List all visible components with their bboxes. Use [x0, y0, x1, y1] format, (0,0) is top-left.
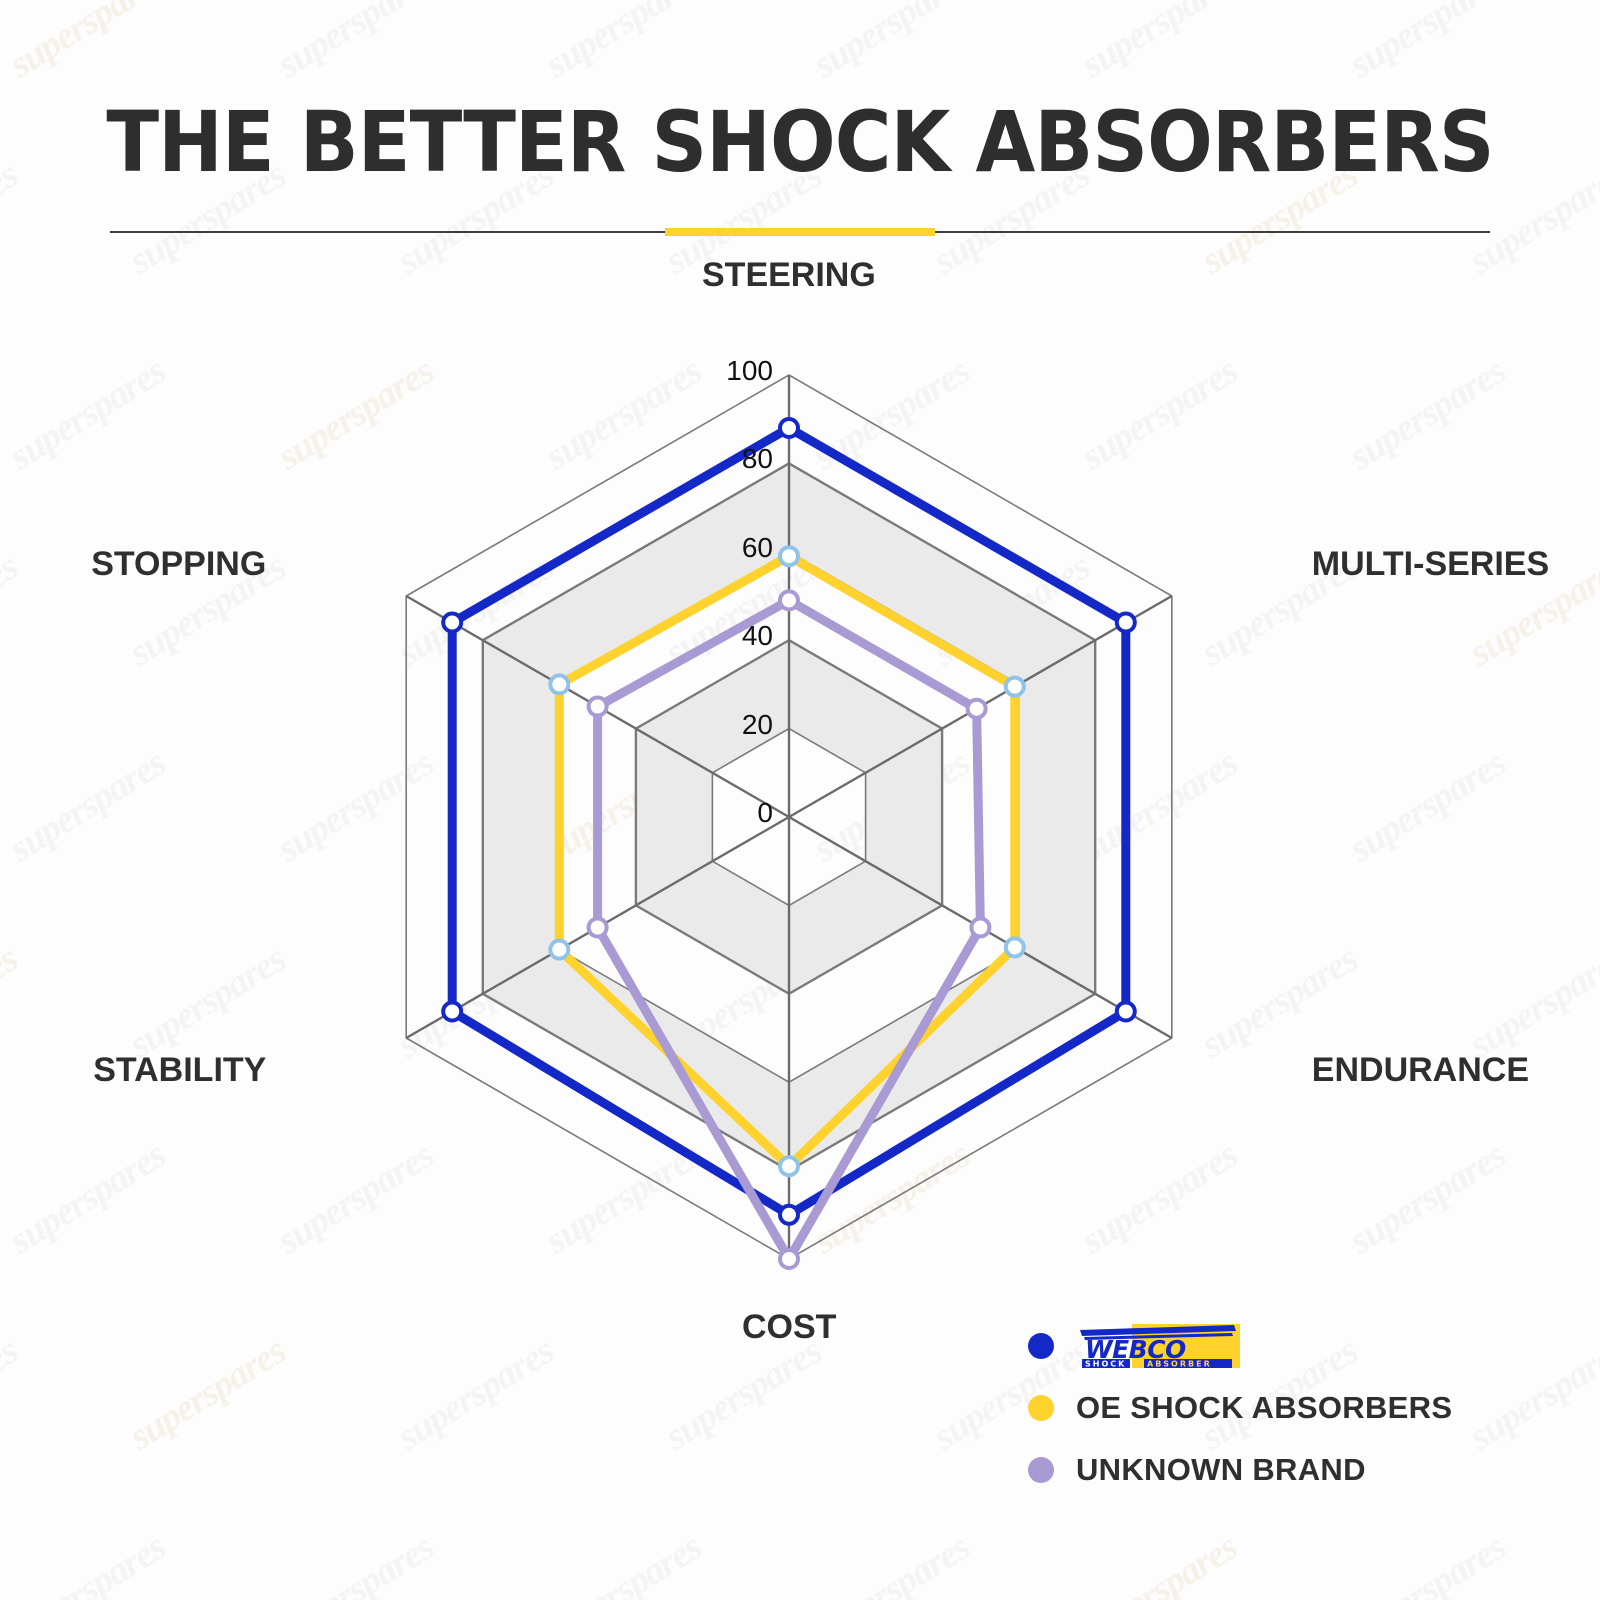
radar-band-0	[635, 640, 943, 994]
radial-tick-80: 80	[741, 443, 773, 475]
radar-point-1-3[interactable]	[778, 1155, 800, 1178]
legend-label-oe: OE SHOCK ABSORBERS	[1076, 1390, 1453, 1425]
radar-point-0-5[interactable]	[441, 611, 464, 634]
legend-swatch-oe	[1028, 1395, 1054, 1421]
radar-point-2-1[interactable]	[965, 697, 988, 720]
radar-point-0-2[interactable]	[1114, 1000, 1137, 1023]
radar-point-1-4[interactable]	[548, 938, 571, 961]
radar-axis-label-cost: COST	[742, 1307, 837, 1346]
radar-point-1-2[interactable]	[1003, 936, 1026, 959]
legend-item-webco[interactable]: WEBCO SHOCK ABSORBER	[1028, 1315, 1452, 1377]
radar-point-1-1[interactable]	[1003, 675, 1026, 698]
radar-point-0-3[interactable]	[778, 1203, 800, 1226]
radial-tick-60: 60	[741, 531, 773, 563]
radar-point-2-4[interactable]	[586, 916, 609, 939]
radar-point-2-0[interactable]	[778, 589, 800, 612]
svg-text:SHOCK: SHOCK	[1085, 1360, 1126, 1369]
legend-swatch-unknown	[1028, 1457, 1054, 1483]
radar-point-0-0[interactable]	[778, 417, 800, 439]
chart-legend: WEBCO SHOCK ABSORBER OE SHOCK ABSORBERS …	[1028, 1315, 1452, 1501]
webco-logo: WEBCO SHOCK ABSORBER	[1076, 1322, 1240, 1370]
radial-tick-0: 0	[757, 797, 773, 828]
page-title: THE BETTER SHOCK ABSORBERS	[106, 93, 1494, 191]
radar-point-1-5[interactable]	[548, 673, 571, 696]
svg-text:ABSORBER: ABSORBER	[1147, 1360, 1212, 1369]
radar-point-0-1[interactable]	[1114, 611, 1137, 634]
radial-tick-40: 40	[741, 620, 773, 652]
radar-point-2-2[interactable]	[969, 916, 992, 939]
radar-point-2-5[interactable]	[586, 695, 609, 718]
title-divider	[110, 228, 1490, 236]
radar-axis-label-stopping: STOPPING	[91, 544, 267, 583]
legend-item-unknown[interactable]: UNKNOWN BRAND	[1028, 1439, 1452, 1501]
webco-logo-svg: WEBCO SHOCK ABSORBER	[1080, 1324, 1240, 1369]
legend-label-unknown: UNKNOWN BRAND	[1076, 1452, 1366, 1487]
legend-swatch-webco	[1028, 1333, 1054, 1359]
radar-axis-label-stability: STABILITY	[93, 1050, 267, 1089]
radar-point-1-0[interactable]	[778, 545, 800, 568]
radar-axis-label-endurance: ENDURANCE	[1311, 1050, 1530, 1089]
header: THE BETTER SHOCK ABSORBERS	[0, 95, 1600, 189]
radar-point-2-3[interactable]	[778, 1248, 800, 1270]
radar-axis-label-steering: STEERING	[702, 255, 876, 294]
radar-axis-label-multi-series: MULTI-SERIES	[1311, 544, 1550, 583]
radial-tick-20: 20	[741, 708, 773, 740]
divider-accent	[665, 228, 935, 236]
radial-tick-100: 100	[726, 355, 773, 386]
radar-point-0-4[interactable]	[441, 1000, 464, 1023]
legend-item-oe[interactable]: OE SHOCK ABSORBERS	[1028, 1377, 1452, 1439]
